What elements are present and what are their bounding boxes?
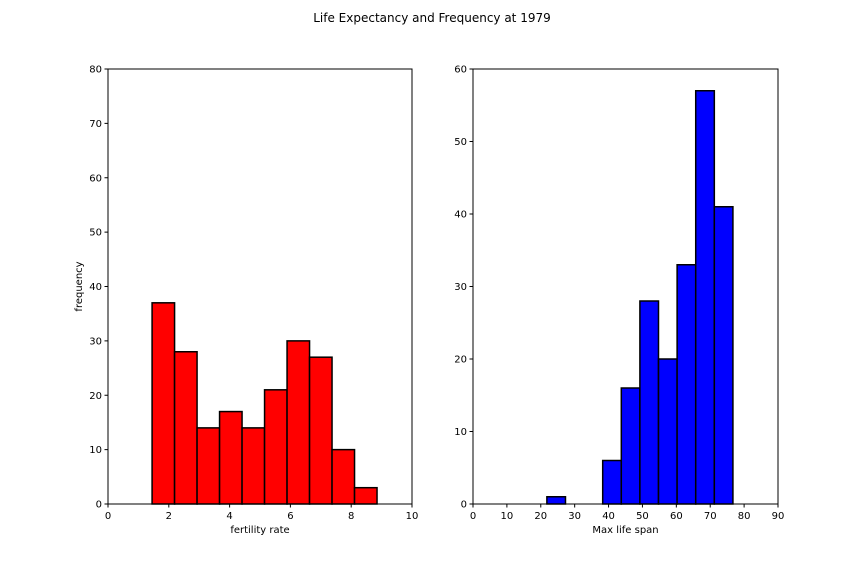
y-axis-label: frequency	[74, 261, 85, 311]
y-tick-label: 60	[454, 65, 467, 76]
y-tick-label: 0	[461, 500, 467, 511]
bar	[196, 427, 221, 505]
x-axis-label: Max life span	[592, 525, 658, 536]
y-tick-label: 10	[89, 445, 102, 456]
y-tick-label: 40	[454, 210, 467, 221]
x-tick-label: 20	[534, 511, 547, 522]
y-tick-label: 30	[89, 336, 102, 347]
y-tick-label: 0	[96, 500, 102, 511]
x-tick-label: 60	[670, 511, 683, 522]
x-tick-label: 40	[602, 511, 615, 522]
x-tick-label: 6	[287, 511, 293, 522]
bar	[173, 351, 198, 505]
bar	[241, 427, 266, 505]
bar	[331, 448, 356, 505]
x-tick-label: 8	[348, 511, 354, 522]
x-tick-label: 0	[105, 511, 111, 522]
x-tick-label: 2	[166, 511, 172, 522]
x-tick-label: 4	[226, 511, 232, 522]
y-tick-label: 20	[89, 391, 102, 402]
bar	[151, 302, 176, 505]
x-tick-label: 70	[704, 511, 717, 522]
x-axis-label: fertility rate	[230, 525, 289, 536]
y-tick-label: 20	[454, 355, 467, 366]
x-tick-label: 30	[568, 511, 581, 522]
x-tick-label: 0	[470, 511, 476, 522]
bar	[620, 387, 641, 505]
y-tick-label: 30	[454, 282, 467, 293]
x-tick-label: 10	[406, 511, 419, 522]
y-tick-label: 40	[89, 282, 102, 293]
figure-title: Life Expectancy and Frequency at 1979	[313, 11, 551, 25]
y-tick-label: 80	[89, 65, 102, 76]
y-tick-label: 60	[89, 173, 102, 184]
bar	[639, 300, 660, 505]
bar	[308, 356, 333, 505]
bar	[353, 486, 378, 505]
bar	[676, 264, 697, 505]
x-tick-label: 50	[636, 511, 649, 522]
y-tick-label: 70	[89, 119, 102, 130]
x-tick-label: 90	[772, 511, 785, 522]
bar	[286, 340, 311, 505]
x-tick-label: 10	[501, 511, 514, 522]
x-tick-label: 80	[738, 511, 751, 522]
bar	[546, 496, 567, 505]
y-tick-label: 10	[454, 427, 467, 438]
bar	[218, 410, 243, 505]
bar	[694, 90, 716, 505]
bar	[657, 358, 678, 505]
y-tick-label: 50	[454, 137, 467, 148]
y-tick-label: 50	[89, 228, 102, 239]
bar	[713, 206, 734, 505]
bar	[601, 459, 623, 505]
bar	[263, 389, 288, 505]
